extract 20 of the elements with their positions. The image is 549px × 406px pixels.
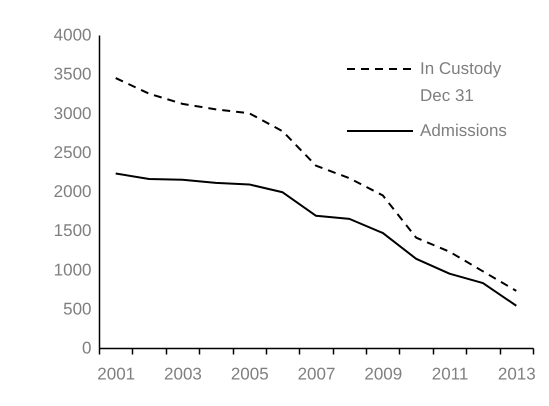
y-tick-label: 4000 xyxy=(54,26,92,44)
y-tick-label: 2500 xyxy=(54,142,92,162)
line-series xyxy=(114,172,518,307)
x-tick-label: 2007 xyxy=(298,364,336,384)
y-tick-label: 500 xyxy=(63,299,92,318)
x-tick-label: 2011 xyxy=(432,364,468,384)
x-tick-label: 2005 xyxy=(230,364,269,384)
x-tick-label: 2013 xyxy=(498,364,536,384)
legend-label: In Custody Dec 31 xyxy=(420,59,502,105)
line-series xyxy=(114,77,518,292)
y-tick-label: 3000 xyxy=(54,104,92,123)
y-tick-label: 0 xyxy=(82,338,92,358)
y-tick-label: 1000 xyxy=(54,260,92,280)
x-tick-label: 2001 xyxy=(97,364,136,384)
y-tick-label: 1500 xyxy=(54,221,92,240)
x-tick-label: 2003 xyxy=(164,364,202,384)
y-tick-label: 3500 xyxy=(54,64,92,84)
y-tick-label: 2000 xyxy=(54,182,92,201)
legend-label: Admissions xyxy=(420,121,507,140)
x-tick-label: 2009 xyxy=(364,364,402,384)
